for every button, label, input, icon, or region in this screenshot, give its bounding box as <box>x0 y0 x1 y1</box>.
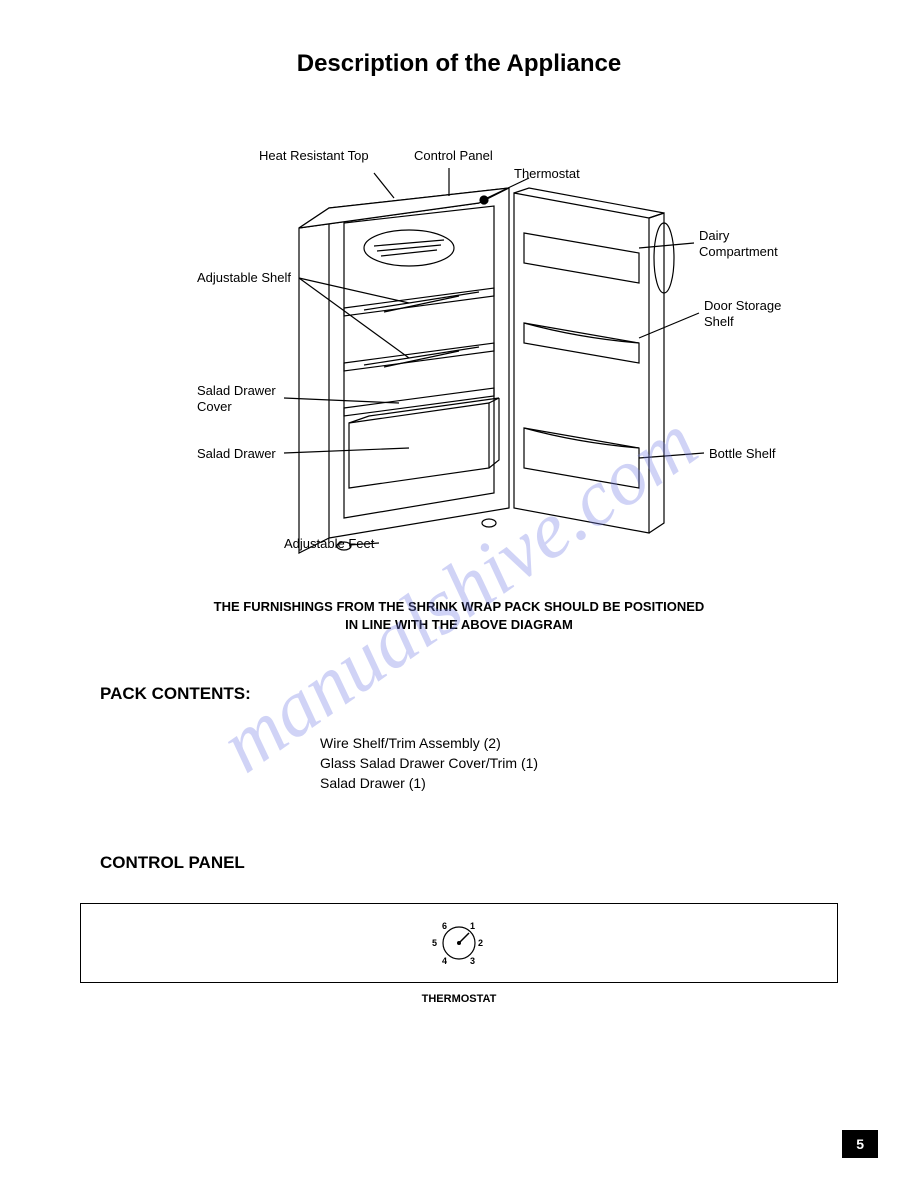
pack-contents-list: Wire Shelf/Trim Assembly (2) Glass Salad… <box>320 734 838 793</box>
dial-number: 6 <box>442 921 447 931</box>
callout-adjustable-feet: Adjustable Feet <box>284 536 374 552</box>
callout-adjustable-shelf: Adjustable Shelf <box>197 270 291 286</box>
dial-number: 2 <box>478 938 483 948</box>
thermostat-dial: 1 2 3 4 5 6 <box>434 918 484 968</box>
dial-number: 1 <box>470 921 475 931</box>
pack-item: Glass Salad Drawer Cover/Trim (1) <box>320 754 838 774</box>
callout-salad-drawer: Salad Drawer <box>197 446 276 462</box>
callout-salad-drawer-cover: Salad Drawer Cover <box>197 383 276 414</box>
thermostat-caption: THERMOSTAT <box>80 993 838 1005</box>
pack-contents-heading: PACK CONTENTS: <box>100 684 838 704</box>
control-panel-box: 1 2 3 4 5 6 <box>80 903 838 983</box>
callout-bottle-shelf: Bottle Shelf <box>709 446 776 462</box>
pack-item: Salad Drawer (1) <box>320 774 838 794</box>
dial-number: 4 <box>442 956 447 966</box>
page-title: Description of the Appliance <box>80 50 838 78</box>
appliance-diagram: Heat Resistant Top Control Panel Thermos… <box>149 138 769 568</box>
dial-number: 3 <box>470 956 475 966</box>
callout-dairy-compartment: Dairy Compartment <box>699 228 778 259</box>
pack-item: Wire Shelf/Trim Assembly (2) <box>320 734 838 754</box>
callout-control-panel: Control Panel <box>414 148 493 164</box>
notice-line2: IN LINE WITH THE ABOVE DIAGRAM <box>345 617 573 632</box>
furnishings-notice: THE FURNISHINGS FROM THE SHRINK WRAP PAC… <box>80 598 838 634</box>
control-panel-heading: CONTROL PANEL <box>100 853 838 873</box>
callout-door-storage-shelf: Door Storage Shelf <box>704 298 781 329</box>
callout-thermostat: Thermostat <box>514 166 580 182</box>
notice-line1: THE FURNISHINGS FROM THE SHRINK WRAP PAC… <box>214 599 705 614</box>
dial-number: 5 <box>432 938 437 948</box>
page-number: 5 <box>842 1130 878 1158</box>
callout-heat-resistant-top: Heat Resistant Top <box>259 148 369 164</box>
